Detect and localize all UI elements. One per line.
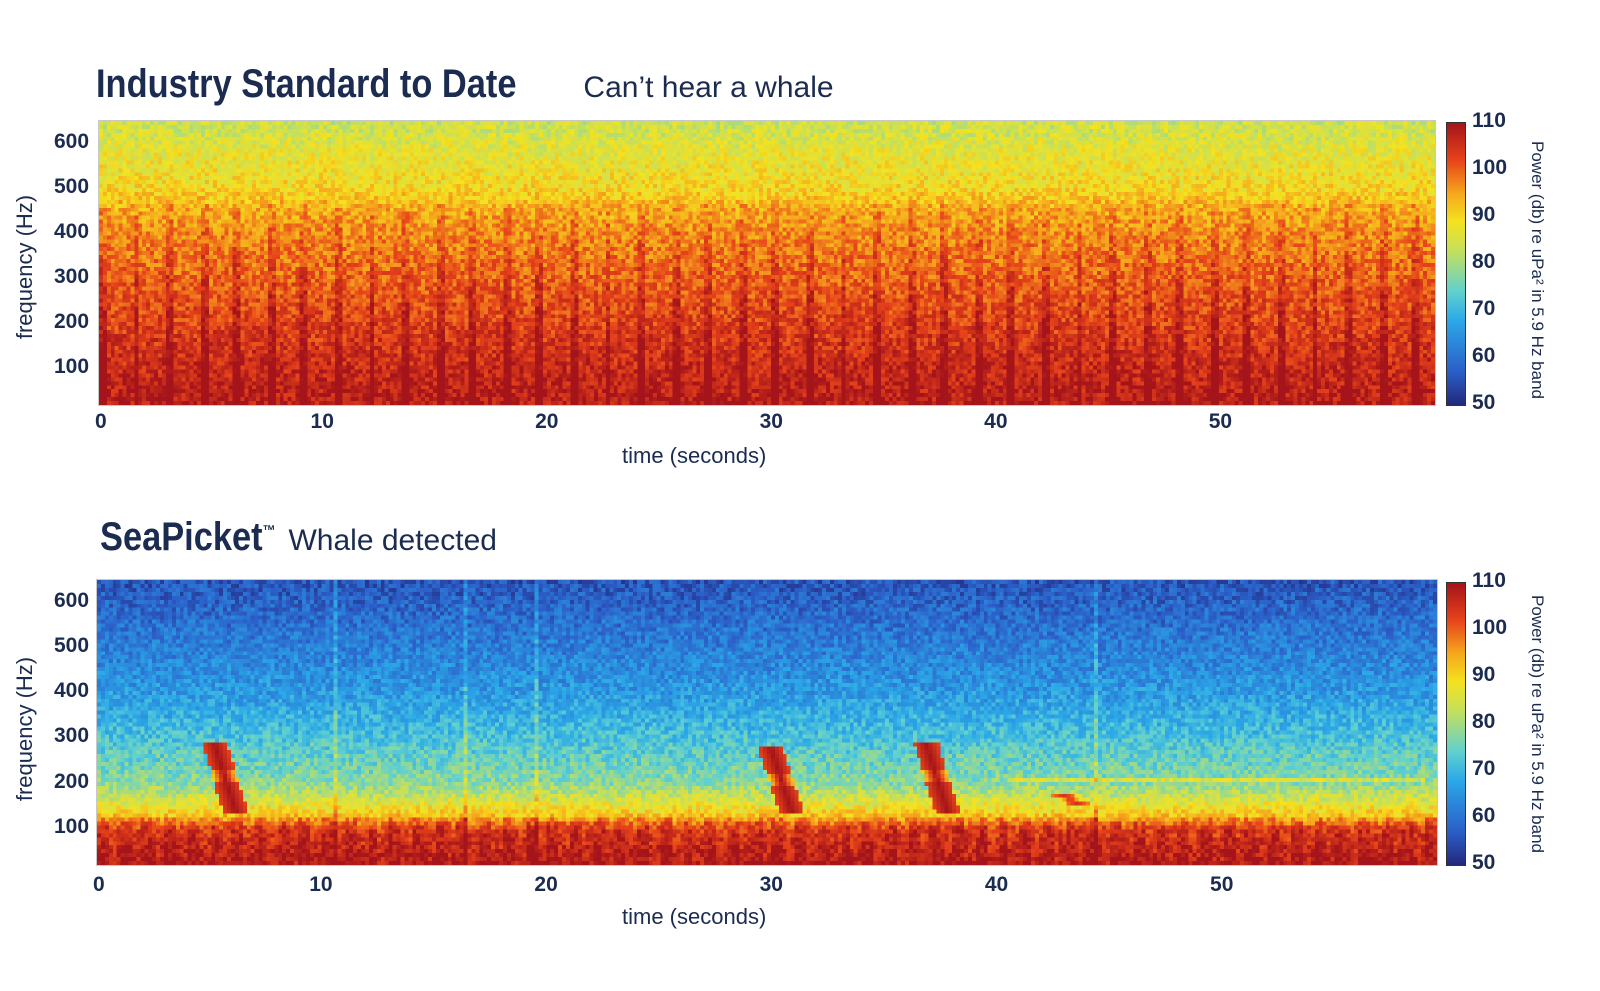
colorbar-tick-label: 70 <box>1472 757 1496 780</box>
colorbar-tick-label: 100 <box>1472 156 1508 179</box>
colorbar-tick-label: 70 <box>1472 297 1496 320</box>
colorbar-tick-label: 60 <box>1472 344 1496 367</box>
title-subtitle: Can’t hear a whale <box>583 71 834 104</box>
colorbar-tick-label: 90 <box>1472 663 1496 686</box>
x-tick-label: 10 <box>309 873 333 896</box>
colorbar-tick-label: 60 <box>1472 804 1496 827</box>
y-axis-label: frequency (Hz) <box>12 656 37 802</box>
colorbar-tick-label: 90 <box>1472 203 1496 226</box>
y-tick-label: 500 <box>54 174 90 198</box>
y-tick-label: 100 <box>54 354 90 378</box>
y-tick-label: 200 <box>54 769 90 793</box>
colorbar-tick-label: 110 <box>1472 109 1506 132</box>
colorbar-tick-label: 50 <box>1472 391 1496 414</box>
y-tick-label: 600 <box>54 588 90 612</box>
x-tick-label: 0 <box>95 410 107 433</box>
colorbar-tick-label: 110 <box>1472 569 1506 592</box>
x-tick-label: 30 <box>759 410 783 433</box>
colorbar-tick-label: 80 <box>1472 250 1496 273</box>
x-axis-label: time (seconds) <box>622 443 767 468</box>
y-tick-label: 200 <box>54 309 90 333</box>
panel-industry-standard: Industry Standard to Date Can’t hear a w… <box>0 0 1600 480</box>
colorbar-tick-label: 80 <box>1472 710 1496 733</box>
colorbar <box>1446 582 1466 866</box>
chart-title: Industry Standard to Date Can’t hear a w… <box>96 62 834 107</box>
x-tick-label: 20 <box>534 873 558 896</box>
title-main: SeaPicket™ <box>100 515 276 559</box>
x-tick-label: 0 <box>93 873 105 896</box>
y-tick-label: 100 <box>54 814 90 838</box>
colorbar-label: Power (db) re uPa² in 5.9 Hz band <box>1528 595 1547 853</box>
x-tick-label: 50 <box>1208 410 1233 433</box>
x-tick-label: 10 <box>310 410 334 433</box>
title-subtitle: Whale detected <box>288 524 497 557</box>
x-tick-label: 30 <box>759 873 783 896</box>
chart-title: SeaPicket™ Whale detected <box>100 515 497 560</box>
x-axis-label: time (seconds) <box>622 904 767 929</box>
y-tick-label: 600 <box>54 129 90 153</box>
y-tick-label: 400 <box>54 679 90 703</box>
title-main: Industry Standard to Date <box>96 62 517 106</box>
y-tick-label: 300 <box>54 264 90 288</box>
spectrogram-heatmap <box>96 579 1438 866</box>
x-tick-label: 40 <box>984 410 1008 433</box>
colorbar-tick-label: 100 <box>1472 616 1508 639</box>
x-tick-label: 50 <box>1210 873 1234 896</box>
colorbar-tick-label: 50 <box>1472 851 1496 874</box>
y-tick-label: 300 <box>54 724 90 748</box>
spectrogram-heatmap <box>98 120 1436 406</box>
x-tick-label: 20 <box>535 410 559 433</box>
x-tick-label: 40 <box>984 873 1009 896</box>
trademark-symbol: ™ <box>262 522 276 540</box>
colorbar <box>1446 122 1466 406</box>
y-tick-label: 500 <box>54 633 90 657</box>
y-tick-label: 400 <box>54 219 90 243</box>
